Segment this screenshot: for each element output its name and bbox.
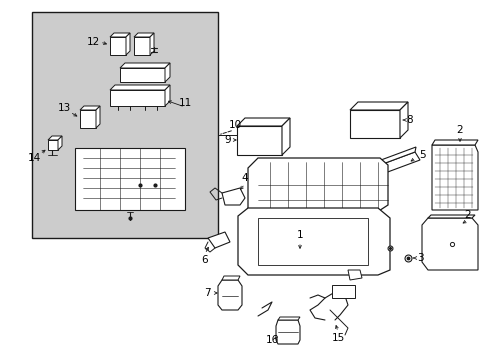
Polygon shape [110,33,130,37]
Polygon shape [331,285,354,298]
Polygon shape [421,218,477,270]
Polygon shape [349,110,399,138]
Polygon shape [110,90,164,106]
Polygon shape [110,37,126,55]
Polygon shape [96,106,100,128]
Polygon shape [134,33,154,37]
Text: 13: 13 [57,103,70,113]
Text: 7: 7 [203,288,210,298]
Text: 2: 2 [456,125,462,135]
Polygon shape [134,37,150,55]
Polygon shape [222,188,244,205]
Polygon shape [48,136,62,140]
Text: 8: 8 [406,115,412,125]
Polygon shape [399,102,407,138]
Text: 2: 2 [464,210,470,220]
Text: 6: 6 [201,255,208,265]
Text: 10: 10 [228,120,241,130]
Text: 1: 1 [296,230,303,240]
Polygon shape [120,68,164,82]
Polygon shape [238,208,389,275]
Polygon shape [164,63,170,82]
Text: 11: 11 [178,98,191,108]
Text: 14: 14 [27,153,41,163]
Polygon shape [427,215,474,218]
Bar [32,12,218,238]
Text: 4: 4 [241,173,248,183]
Polygon shape [164,85,170,106]
Polygon shape [75,148,184,210]
Text: 5: 5 [418,150,425,160]
Text: 9: 9 [224,135,231,145]
Text: 12: 12 [86,37,100,47]
Polygon shape [150,33,154,55]
Polygon shape [48,140,58,150]
Polygon shape [278,317,299,320]
Text: 3: 3 [416,253,423,263]
Polygon shape [120,63,170,68]
Polygon shape [379,147,415,165]
Polygon shape [80,106,100,110]
Polygon shape [80,110,96,128]
Text: 16: 16 [265,335,278,345]
Polygon shape [379,152,419,173]
Polygon shape [275,320,299,344]
Polygon shape [126,33,130,55]
Polygon shape [237,126,282,155]
Polygon shape [431,140,477,145]
Polygon shape [218,280,242,310]
Polygon shape [347,270,361,280]
Polygon shape [207,232,229,248]
Polygon shape [110,85,170,90]
Polygon shape [58,136,62,150]
Polygon shape [258,218,367,265]
Polygon shape [282,118,289,155]
Polygon shape [222,276,240,280]
Polygon shape [247,158,387,222]
Text: 15: 15 [331,333,344,343]
Polygon shape [349,102,407,110]
Polygon shape [237,118,289,126]
Polygon shape [431,145,477,210]
